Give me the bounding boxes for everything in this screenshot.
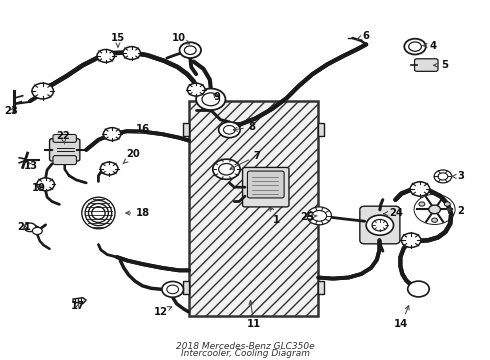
Circle shape bbox=[196, 89, 225, 110]
Text: 8: 8 bbox=[233, 122, 256, 132]
FancyBboxPatch shape bbox=[53, 134, 76, 142]
FancyBboxPatch shape bbox=[53, 156, 76, 165]
Circle shape bbox=[312, 211, 327, 221]
Text: 18: 18 bbox=[126, 208, 150, 218]
Text: 12: 12 bbox=[154, 307, 172, 317]
FancyBboxPatch shape bbox=[49, 139, 80, 161]
Text: 19: 19 bbox=[32, 183, 46, 193]
Circle shape bbox=[404, 39, 426, 54]
Bar bbox=[183, 123, 189, 136]
Circle shape bbox=[37, 178, 54, 191]
Circle shape bbox=[100, 162, 118, 175]
Bar bbox=[189, 101, 318, 316]
Circle shape bbox=[184, 46, 196, 54]
Polygon shape bbox=[73, 298, 86, 304]
Circle shape bbox=[432, 218, 438, 222]
Circle shape bbox=[419, 202, 425, 206]
Circle shape bbox=[410, 182, 430, 196]
Bar bbox=[318, 281, 324, 294]
Circle shape bbox=[123, 46, 141, 59]
Text: 3: 3 bbox=[452, 171, 465, 181]
FancyBboxPatch shape bbox=[247, 171, 284, 198]
Circle shape bbox=[32, 83, 53, 99]
Text: 11: 11 bbox=[246, 301, 261, 329]
Circle shape bbox=[429, 205, 441, 214]
Circle shape bbox=[434, 170, 452, 183]
Circle shape bbox=[162, 282, 183, 297]
Circle shape bbox=[444, 202, 450, 206]
Circle shape bbox=[223, 126, 235, 134]
Text: 13: 13 bbox=[24, 161, 38, 171]
Circle shape bbox=[409, 42, 421, 51]
Text: 10: 10 bbox=[172, 33, 189, 44]
Text: 1: 1 bbox=[270, 207, 280, 225]
Text: 7: 7 bbox=[230, 150, 261, 169]
Circle shape bbox=[366, 215, 393, 235]
Text: 16: 16 bbox=[135, 124, 149, 134]
Text: 9: 9 bbox=[213, 92, 220, 102]
Circle shape bbox=[213, 159, 240, 179]
Bar bbox=[183, 281, 189, 294]
Text: 4: 4 bbox=[423, 41, 437, 50]
Text: 24: 24 bbox=[384, 208, 403, 218]
FancyBboxPatch shape bbox=[243, 167, 289, 207]
Circle shape bbox=[103, 128, 121, 140]
Text: 17: 17 bbox=[71, 301, 85, 311]
Circle shape bbox=[24, 223, 36, 231]
FancyBboxPatch shape bbox=[360, 206, 400, 244]
Circle shape bbox=[408, 281, 429, 297]
Text: 2018 Mercedes-Benz GLC350e: 2018 Mercedes-Benz GLC350e bbox=[176, 342, 314, 351]
Circle shape bbox=[179, 42, 201, 58]
Text: 20: 20 bbox=[123, 149, 141, 164]
Circle shape bbox=[32, 227, 42, 234]
Circle shape bbox=[219, 122, 240, 138]
Text: 25: 25 bbox=[300, 212, 317, 221]
Circle shape bbox=[97, 49, 115, 62]
Text: 2: 2 bbox=[447, 206, 465, 216]
Circle shape bbox=[167, 285, 178, 294]
Text: 21: 21 bbox=[17, 222, 31, 232]
Circle shape bbox=[202, 93, 220, 106]
Circle shape bbox=[438, 173, 448, 180]
Circle shape bbox=[219, 163, 234, 175]
Circle shape bbox=[372, 220, 388, 231]
Text: Intercooler, Cooling Diagram: Intercooler, Cooling Diagram bbox=[180, 348, 310, 357]
Text: 5: 5 bbox=[434, 60, 448, 70]
Text: 22: 22 bbox=[56, 131, 70, 144]
Text: 15: 15 bbox=[111, 33, 125, 47]
Circle shape bbox=[401, 233, 421, 247]
Circle shape bbox=[307, 207, 331, 225]
Circle shape bbox=[187, 83, 205, 96]
Text: 14: 14 bbox=[394, 306, 409, 329]
FancyBboxPatch shape bbox=[415, 59, 438, 71]
Text: 23: 23 bbox=[4, 106, 18, 116]
Bar bbox=[318, 123, 324, 136]
Text: 6: 6 bbox=[357, 31, 369, 41]
